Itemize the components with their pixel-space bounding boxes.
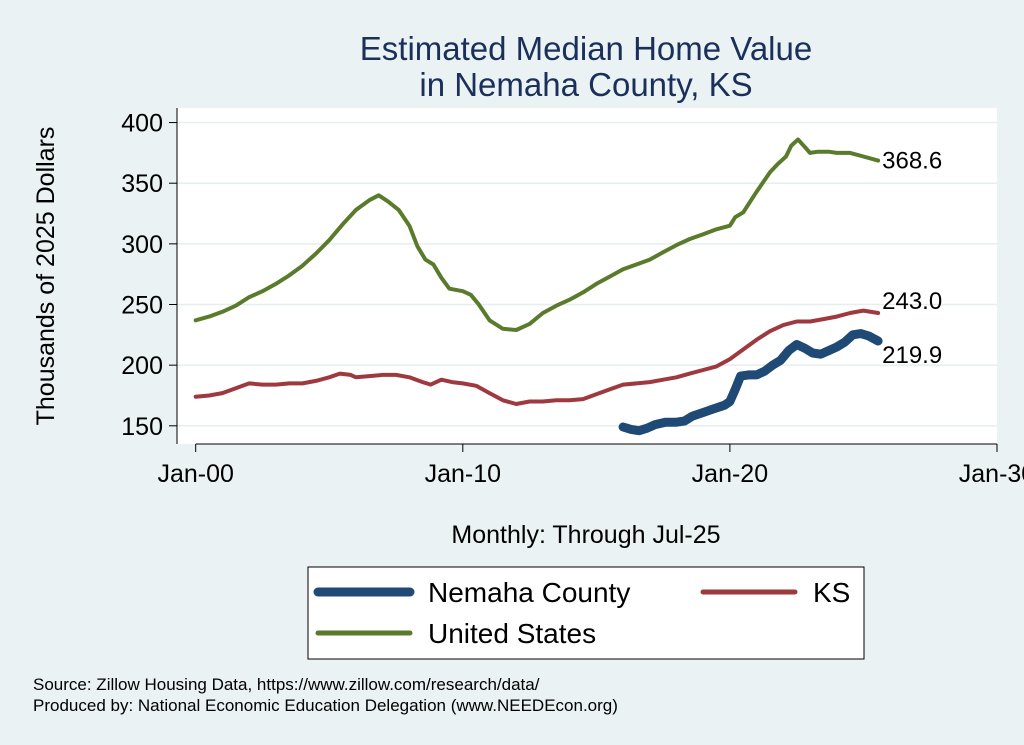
legend-label-ks: KS [813, 577, 850, 608]
source-note: Source: Zillow Housing Data, https://www… [33, 675, 540, 694]
gridlines [177, 121, 997, 427]
y-tick-label: 300 [121, 231, 163, 259]
series-line-united-states [193, 137, 881, 332]
x-tick-label: Jan-20 [692, 460, 768, 488]
data-series [193, 137, 883, 436]
produced-by-note: Produced by: National Economic Education… [33, 696, 618, 715]
x-tick-label: Jan-00 [157, 460, 233, 488]
y-axis-title: Thousands of 2025 Dollars [32, 127, 60, 426]
y-tick-label: 150 [121, 413, 163, 441]
end-label-united-states: 368.6 [882, 148, 942, 175]
y-tick-label: 400 [121, 110, 163, 138]
legend-label-united-states: United States [428, 618, 596, 649]
plot-area [177, 108, 997, 444]
chart-title-line-2: in Nemaha County, KS [419, 66, 752, 103]
axes: 150 200 250 300 350 400 Jan-00 Jan-10 Jan-20 Jan-… [121, 108, 1024, 488]
end-label-ks: 243.0 [882, 288, 942, 315]
chart-title-line-1: Estimated Median Home Value [360, 30, 812, 67]
x-tick-label: Jan-10 [425, 460, 501, 488]
legend: Nemaha County KS United States [313, 577, 850, 649]
y-tick-label: 350 [121, 170, 163, 198]
x-tick-label: Jan-30 [959, 460, 1024, 488]
end-labels: 368.6 243.0 219.9 [882, 148, 942, 369]
legend-box [307, 566, 865, 660]
y-tick-label: 250 [121, 292, 163, 320]
y-tick-label: 200 [121, 352, 163, 380]
series-line-ks [193, 308, 881, 406]
legend-label-nemaha-county: Nemaha County [428, 577, 630, 608]
series-line-nemaha-county [618, 329, 883, 436]
end-label-nemaha-county: 219.9 [882, 342, 942, 369]
x-axis-title: Monthly: Through Jul-25 [451, 521, 720, 549]
